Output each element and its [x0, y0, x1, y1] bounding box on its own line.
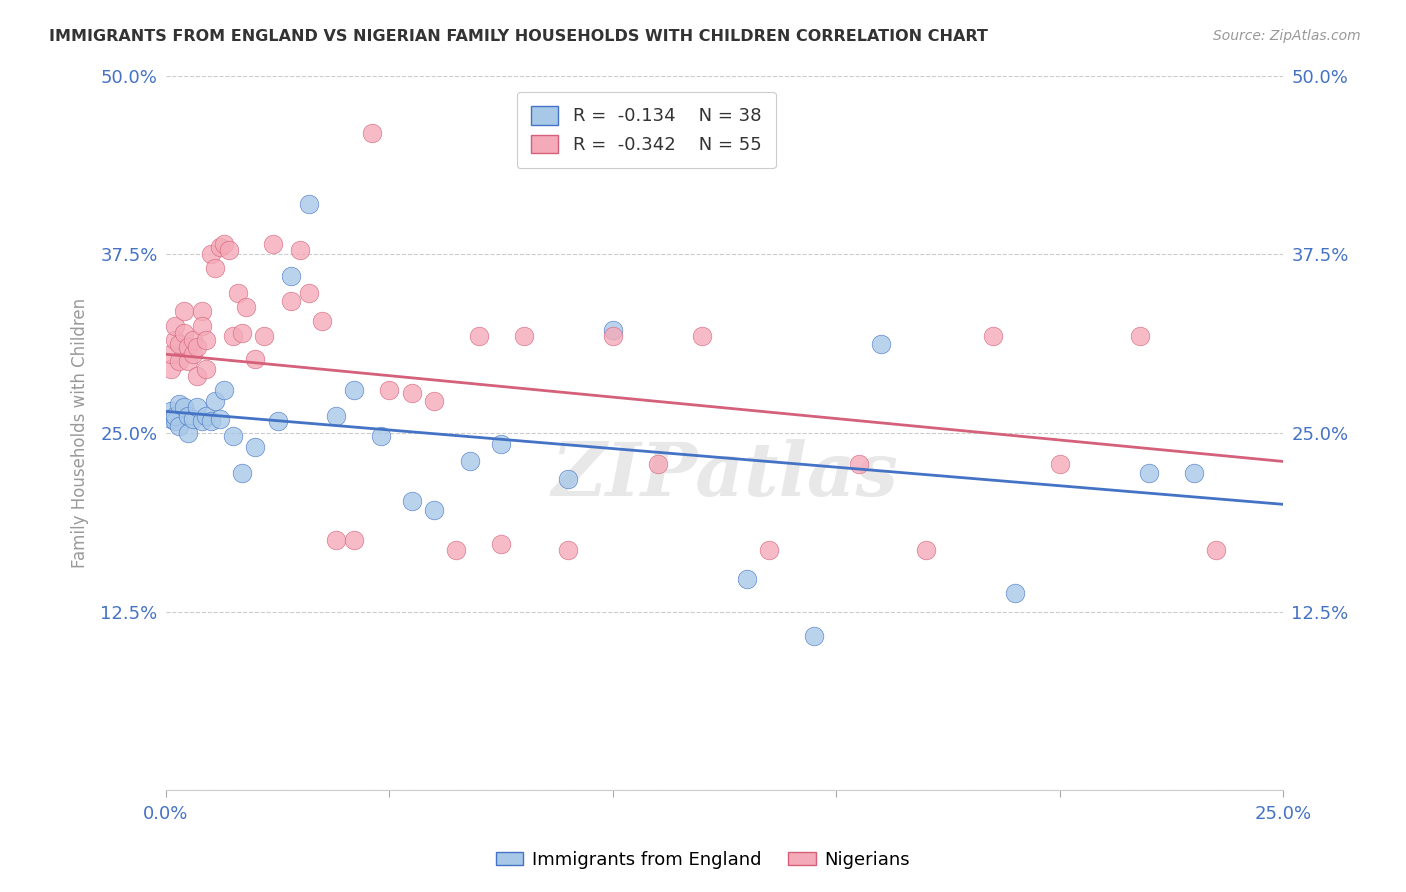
Point	[262, 237, 284, 252]
Point	[169, 397, 191, 411]
Point	[557, 472, 579, 486]
Point	[423, 394, 446, 409]
Point	[222, 328, 245, 343]
Point	[512, 328, 534, 343]
Point	[343, 383, 366, 397]
Point	[288, 243, 311, 257]
Point	[231, 326, 253, 340]
Point	[1182, 466, 1205, 480]
Point	[173, 400, 195, 414]
Point	[200, 247, 222, 261]
Point	[914, 543, 936, 558]
Point	[169, 337, 191, 351]
Point	[267, 414, 290, 428]
Point	[458, 454, 481, 468]
Point	[195, 409, 218, 423]
Point	[343, 533, 366, 547]
Point	[245, 351, 267, 366]
Point	[446, 543, 468, 558]
Point	[169, 354, 191, 368]
Point	[325, 533, 347, 547]
Point	[253, 328, 276, 343]
Point	[163, 333, 186, 347]
Point	[169, 418, 191, 433]
Text: ZIPatlas: ZIPatlas	[551, 440, 898, 512]
Point	[204, 261, 226, 276]
Point	[280, 294, 302, 309]
Text: IMMIGRANTS FROM ENGLAND VS NIGERIAN FAMILY HOUSEHOLDS WITH CHILDREN CORRELATION : IMMIGRANTS FROM ENGLAND VS NIGERIAN FAMI…	[49, 29, 988, 45]
Point	[311, 314, 333, 328]
Point	[200, 414, 222, 428]
Point	[159, 411, 181, 425]
Point	[1004, 586, 1026, 600]
Point	[163, 414, 186, 428]
Point	[280, 268, 302, 283]
Point	[489, 537, 512, 551]
Point	[325, 409, 347, 423]
Point	[401, 385, 423, 400]
Point	[163, 318, 186, 333]
Point	[870, 337, 893, 351]
Text: Source: ZipAtlas.com: Source: ZipAtlas.com	[1213, 29, 1361, 44]
Y-axis label: Family Households with Children: Family Households with Children	[72, 298, 89, 568]
Point	[186, 400, 208, 414]
Point	[191, 318, 214, 333]
Point	[163, 409, 186, 423]
Point	[222, 428, 245, 442]
Point	[208, 240, 231, 254]
Point	[489, 437, 512, 451]
Point	[423, 503, 446, 517]
Point	[981, 328, 1004, 343]
Point	[235, 300, 257, 314]
Legend: Immigrants from England, Nigerians: Immigrants from England, Nigerians	[488, 844, 918, 876]
Point	[602, 323, 624, 337]
Point	[245, 440, 267, 454]
Point	[1129, 328, 1152, 343]
Point	[735, 572, 758, 586]
Point	[378, 383, 401, 397]
Point	[177, 354, 200, 368]
Point	[177, 409, 200, 423]
Point	[195, 333, 218, 347]
Point	[195, 361, 218, 376]
Point	[191, 414, 214, 428]
Point	[298, 197, 321, 211]
Point	[298, 285, 321, 300]
Point	[218, 243, 240, 257]
Point	[1137, 466, 1160, 480]
Point	[181, 411, 204, 425]
Point	[848, 458, 870, 472]
Point	[173, 326, 195, 340]
Point	[803, 629, 825, 643]
Point	[360, 126, 382, 140]
Point	[602, 328, 624, 343]
Point	[370, 428, 392, 442]
Point	[401, 494, 423, 508]
Point	[177, 425, 200, 440]
Point	[557, 543, 579, 558]
Point	[690, 328, 713, 343]
Point	[181, 333, 204, 347]
Point	[647, 458, 669, 472]
Point	[212, 237, 235, 252]
Point	[191, 304, 214, 318]
Point	[186, 340, 208, 354]
Point	[208, 411, 231, 425]
Point	[159, 404, 181, 418]
Point	[1205, 543, 1227, 558]
Point	[231, 466, 253, 480]
Point	[177, 340, 200, 354]
Legend: R =  -0.134    N = 38, R =  -0.342    N = 55: R = -0.134 N = 38, R = -0.342 N = 55	[517, 92, 776, 169]
Point	[212, 383, 235, 397]
Point	[204, 394, 226, 409]
Point	[181, 347, 204, 361]
Point	[468, 328, 491, 343]
Point	[159, 361, 181, 376]
Point	[1049, 458, 1071, 472]
Point	[758, 543, 780, 558]
Point	[226, 285, 249, 300]
Point	[159, 347, 181, 361]
Point	[186, 368, 208, 383]
Point	[173, 304, 195, 318]
